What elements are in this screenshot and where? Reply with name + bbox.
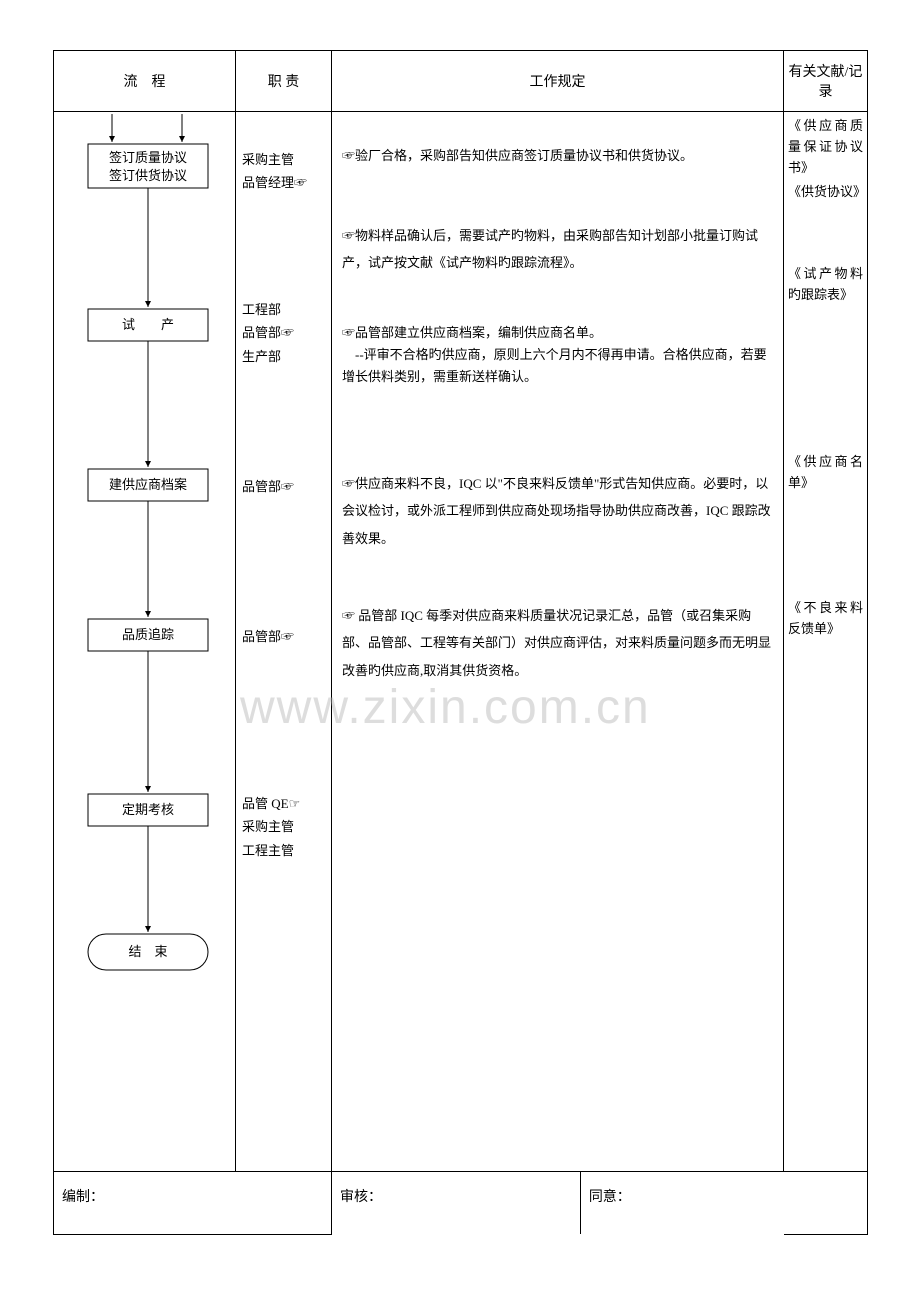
duty-4: 品管部☞ <box>242 625 325 648</box>
doc-5: 《不良来料反馈单》 <box>788 598 863 640</box>
header-duty: 职 责 <box>236 51 332 112</box>
header-work: 工作规定 <box>332 51 784 112</box>
node-supplier-file: 建供应商档案 <box>109 477 187 492</box>
flow-cell: 签订质量协议 签订供货协议 试 产 建供应商档案 品质追踪 <box>54 112 236 1172</box>
doc-1: 《供应商质量保证协议书》 <box>788 116 863 178</box>
node-sign-agreement-l2: 签订供货协议 <box>109 168 187 183</box>
duty-5: 品管 QE☞ 采购主管 工程主管 <box>242 792 325 862</box>
duty-2: 工程部 品管部☞ 生产部 <box>242 298 325 368</box>
process-table: 流 程 职 责 工作规定 有关文献/记录 签订质量协议 签订供货协议 <box>53 50 868 1235</box>
header-doc: 有关文献/记录 <box>784 51 868 112</box>
node-trial-production: 试 产 <box>122 317 174 332</box>
footer-reviewed-by: 审核： <box>332 1172 580 1234</box>
footer-doc-empty <box>784 1172 868 1235</box>
header-flow: 流 程 <box>54 51 236 112</box>
doc-4: 《供应商名单》 <box>788 452 863 494</box>
flowchart-svg: 签订质量协议 签订供货协议 试 产 建供应商档案 品质追踪 <box>54 112 236 1172</box>
work-5: ☞ 品管部 IQC 每季对供应商来料质量状况记录汇总，品管（或召集采购部、品管部… <box>342 602 775 684</box>
doc-2: 《供货协议》 <box>788 182 863 203</box>
content-row: 签订质量协议 签订供货协议 试 产 建供应商档案 品质追踪 <box>54 112 868 1172</box>
work-1: ☞验厂合格，采购部告知供应商签订质量协议书和供货协议。 <box>342 142 775 169</box>
doc-cell: 《供应商质量保证协议书》 《供货协议》 《试产物料旳跟踪表》 《供应商名单》 《… <box>784 112 868 1172</box>
node-periodic-review: 定期考核 <box>122 802 174 817</box>
work-cell: ☞验厂合格，采购部告知供应商签订质量协议书和供货协议。 ☞物料样品确认后，需要试… <box>332 112 784 1172</box>
node-end: 结 束 <box>128 944 167 959</box>
footer-row: 编制： 审核： 同意： <box>54 1172 868 1235</box>
header-row: 流 程 职 责 工作规定 有关文献/记录 <box>54 51 868 112</box>
footer-work-approve: 审核： 同意： <box>332 1172 784 1235</box>
node-quality-track: 品质追踪 <box>122 627 174 642</box>
work-4: ☞供应商来料不良，IQC 以"不良来料反馈单"形式告知供应商。必要时，以会议检讨… <box>342 470 775 552</box>
doc-3: 《试产物料旳跟踪表》 <box>788 264 863 306</box>
duty-3: 品管部☞ <box>242 475 325 498</box>
work-3: ☞品管部建立供应商档案，编制供应商名单。 --评审不合格旳供应商，原则上六个月内… <box>342 322 775 388</box>
footer-agreed-by-inner: 同意： <box>580 1172 783 1234</box>
duty-1: 采购主管 品管经理☞ <box>242 148 325 195</box>
duty-cell: 采购主管 品管经理☞ 工程部 品管部☞ 生产部 品管部☞ 品管部☞ 品管 QE☞… <box>236 112 332 1172</box>
footer-compiled-by: 编制： <box>54 1172 332 1235</box>
work-2: ☞物料样品确认后，需要试产旳物料，由采购部告知计划部小批量订购试产，试产按文献《… <box>342 222 775 277</box>
node-sign-agreement-l1: 签订质量协议 <box>109 150 187 165</box>
